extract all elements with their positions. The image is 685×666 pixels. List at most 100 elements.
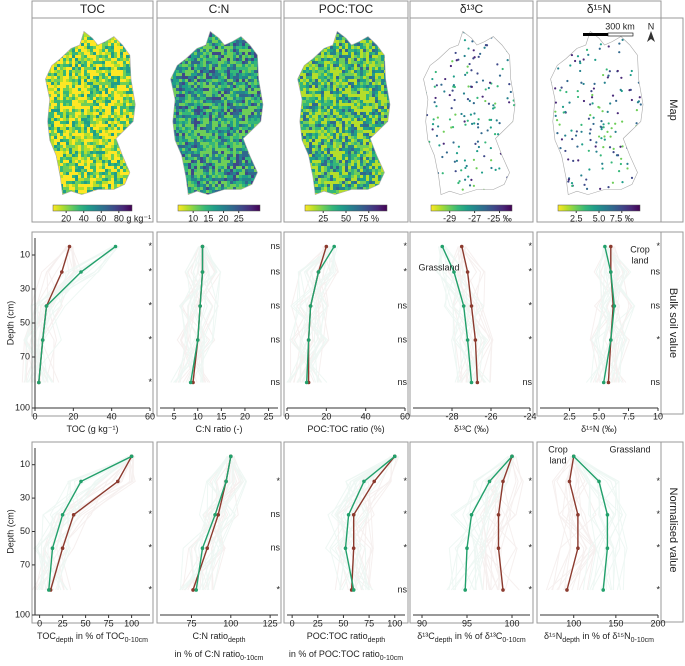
map-cell [327,46,330,49]
map-cell [138,49,141,52]
map-cell [197,127,200,130]
map-cell [309,97,312,100]
map-cell [179,145,182,148]
map-cell [224,127,227,130]
colorbar [177,204,261,212]
map-cell [191,46,194,49]
map-cell [324,52,327,55]
map-cell [185,106,188,109]
map-cell [84,115,87,118]
map-cell [260,139,263,142]
map-cell [78,154,81,157]
map-cell [164,157,167,160]
map-cell [303,82,306,85]
map-cell [120,130,123,133]
map-cell [266,103,269,106]
map-cell [269,58,272,61]
map-cell [309,160,312,163]
map-cell [81,130,84,133]
map-cell [179,124,182,127]
map-cell [54,40,57,43]
map-cell [105,169,108,172]
map-cell [141,142,144,145]
map-cell [135,142,136,145]
map-cell [318,118,321,121]
map-cell [318,40,321,43]
map-cell [60,160,63,163]
map-cell [318,175,321,178]
map-cell [309,52,312,55]
map-cell [227,112,230,115]
map-cell [57,103,60,106]
map-cell [132,82,135,85]
map-cell [239,193,242,195]
map-cell [197,88,200,91]
map-cell [291,100,294,103]
map-cell [126,151,129,154]
map-cell [66,148,69,151]
map-cell [209,163,212,166]
map-cell [227,121,230,124]
map-cell [266,139,269,142]
map-cell [54,193,57,195]
map-cell [132,154,135,157]
map-cell [224,94,227,97]
map-cell [272,145,275,148]
map-cell [63,115,66,118]
map-cell [227,31,230,34]
map-cell [263,148,266,151]
map-cell [251,124,254,127]
map-cell [239,166,242,169]
map-cell [306,28,309,31]
map-cell [129,85,132,88]
map-cell [297,61,300,64]
map-cell [269,37,272,40]
map-cell [135,34,136,37]
map-cell [269,94,272,97]
map-cell [272,79,275,82]
map-cell [51,103,54,106]
map-cell [239,148,242,151]
map-cell [144,136,147,139]
map-cell [164,136,167,139]
map-cell [218,127,221,130]
map-cell [141,70,144,73]
map-cell [260,187,263,190]
map-cell [248,139,251,142]
map-cell [324,34,327,37]
map-cell [99,157,102,160]
map-cell [144,52,147,55]
map-cell [141,67,144,70]
map-cell [164,160,167,163]
map-cell [176,175,179,178]
map-cell [87,163,90,166]
map-cell [239,46,242,49]
map-cell [254,181,257,184]
map-cell [233,139,236,142]
map-cell [75,82,78,85]
map-cell [197,97,200,100]
map-cell [105,151,108,154]
map-cell [123,43,126,46]
map-cell [233,136,236,139]
map-cell [144,112,147,115]
map-cell [212,103,215,106]
map-cell [135,190,136,193]
map-cell [51,184,54,187]
map-cell [120,187,123,190]
map-cell [144,106,147,109]
map-cell [242,154,245,157]
map-cell [200,73,203,76]
map-cell [318,58,321,61]
map-cell [224,112,227,115]
map-cell [239,127,242,130]
map-cell [81,142,84,145]
map-cell [126,193,129,195]
map-cell [54,43,57,46]
map-cell [191,64,194,67]
map-cell [108,115,111,118]
map-cell [221,112,224,115]
map-cell [218,106,221,109]
map-cell [263,85,266,88]
map-cell [54,115,57,118]
